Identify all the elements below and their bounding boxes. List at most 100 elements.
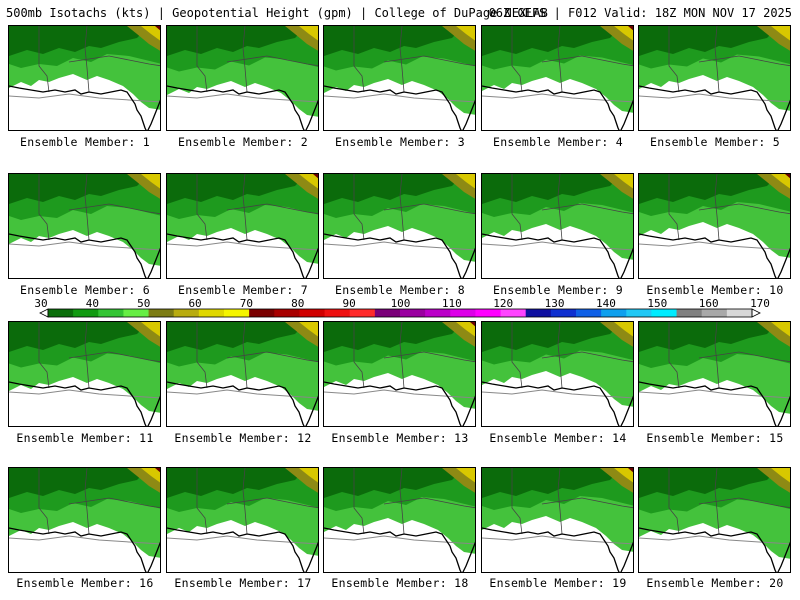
colorbar-label: 30 — [34, 297, 48, 310]
wind-fill-70kt — [155, 26, 160, 31]
wind-fill-35kt — [167, 322, 307, 352]
state-border — [581, 351, 633, 363]
state-border — [68, 203, 110, 211]
height-contour — [167, 535, 318, 545]
height-contour — [324, 535, 475, 545]
wind-fill-35kt — [639, 26, 779, 56]
colorbar-swatch — [224, 309, 250, 317]
isotach-map — [167, 174, 318, 278]
colorbar-swatch — [450, 309, 476, 317]
wind-fill-60kt — [614, 322, 633, 337]
state-border — [226, 55, 268, 63]
coastline — [147, 395, 160, 426]
coastline — [482, 381, 620, 426]
height-contour — [324, 241, 475, 251]
height-contour — [639, 241, 790, 251]
wind-fill-60kt — [299, 174, 318, 189]
member-caption: Ensemble Member: 11 — [16, 431, 154, 445]
state-border — [108, 203, 160, 215]
height-contour — [167, 93, 318, 103]
coastline — [462, 247, 475, 278]
state-border — [714, 322, 720, 389]
map-panel-member-2 — [166, 25, 319, 131]
coastline — [324, 527, 462, 572]
height-contour — [9, 389, 160, 399]
title-right: 06Z GEFS | F012 Valid: 18Z MON NOV 17 20… — [488, 6, 792, 20]
isotach-map — [639, 174, 790, 278]
colorbar-swatch — [400, 309, 426, 317]
colorbar-label: 160 — [698, 297, 719, 310]
state-border — [84, 26, 90, 93]
isotach-map — [324, 468, 475, 572]
state-border — [714, 26, 720, 93]
height-contour — [482, 241, 633, 251]
isotach-map — [167, 322, 318, 426]
state-border — [668, 174, 680, 241]
state-border — [266, 203, 318, 215]
colorbar-label: 110 — [441, 297, 462, 310]
coastline — [639, 85, 777, 130]
wind-fill-60kt — [456, 174, 475, 189]
coastline — [777, 395, 790, 426]
state-border — [511, 322, 523, 389]
state-border — [581, 55, 633, 67]
state-border — [423, 55, 475, 67]
map-panel-member-18 — [323, 467, 476, 573]
wind-fill-70kt — [785, 174, 790, 179]
state-border — [38, 468, 50, 535]
state-border — [423, 497, 475, 509]
map-panel-member-20 — [638, 467, 791, 573]
colorbar-swatch — [525, 309, 552, 317]
coastline — [9, 233, 147, 278]
coastline — [167, 85, 305, 130]
map-panel-member-12 — [166, 321, 319, 427]
wind-fill-35kt — [9, 174, 149, 204]
state-border — [108, 55, 160, 67]
colorbar-swatch — [701, 309, 728, 317]
state-border — [511, 174, 523, 241]
wind-fill-35kt — [639, 322, 779, 352]
member-caption: Ensemble Member: 15 — [646, 431, 784, 445]
state-border — [698, 351, 740, 359]
state-border — [383, 203, 425, 211]
state-border — [242, 26, 248, 93]
map-panel-member-3 — [323, 25, 476, 131]
height-contour — [167, 389, 318, 399]
member-caption: Ensemble Member: 1 — [19, 135, 151, 149]
state-border — [38, 26, 50, 93]
colorbar-swatch — [98, 309, 124, 317]
member-caption: Ensemble Member: 3 — [334, 135, 466, 149]
member-caption: Ensemble Member: 16 — [16, 576, 154, 590]
state-border — [266, 497, 318, 509]
state-border — [714, 174, 720, 241]
colorbar-label: 120 — [493, 297, 514, 310]
colorbar-swatch — [148, 309, 175, 317]
state-border — [541, 55, 583, 63]
wind-fill-35kt — [324, 26, 464, 56]
title-bar: 500mb Isotachs (kts) | Geopotential Heig… — [0, 0, 800, 22]
state-border — [581, 203, 633, 215]
colorbar-swatch — [500, 309, 527, 317]
state-border — [423, 351, 475, 363]
map-panel-member-7 — [166, 173, 319, 279]
state-border — [557, 26, 563, 93]
map-panel-member-14 — [481, 321, 634, 427]
wind-fill-60kt — [456, 26, 475, 41]
state-border — [698, 203, 740, 211]
state-border — [541, 203, 583, 211]
state-border — [242, 174, 248, 241]
colorbar-label: 50 — [137, 297, 151, 310]
member-caption: Ensemble Member: 19 — [489, 576, 627, 590]
coastline — [462, 395, 475, 426]
state-border — [68, 497, 110, 505]
state-border — [84, 174, 90, 241]
colorbar — [39, 308, 761, 318]
isotach-map — [324, 322, 475, 426]
colorbar-swatch — [324, 309, 351, 317]
state-border — [196, 468, 208, 535]
map-panel-member-13 — [323, 321, 476, 427]
wind-fill-35kt — [324, 468, 464, 498]
coastline — [620, 99, 633, 130]
wind-fill-70kt — [628, 26, 633, 31]
member-caption: Ensemble Member: 13 — [331, 431, 469, 445]
